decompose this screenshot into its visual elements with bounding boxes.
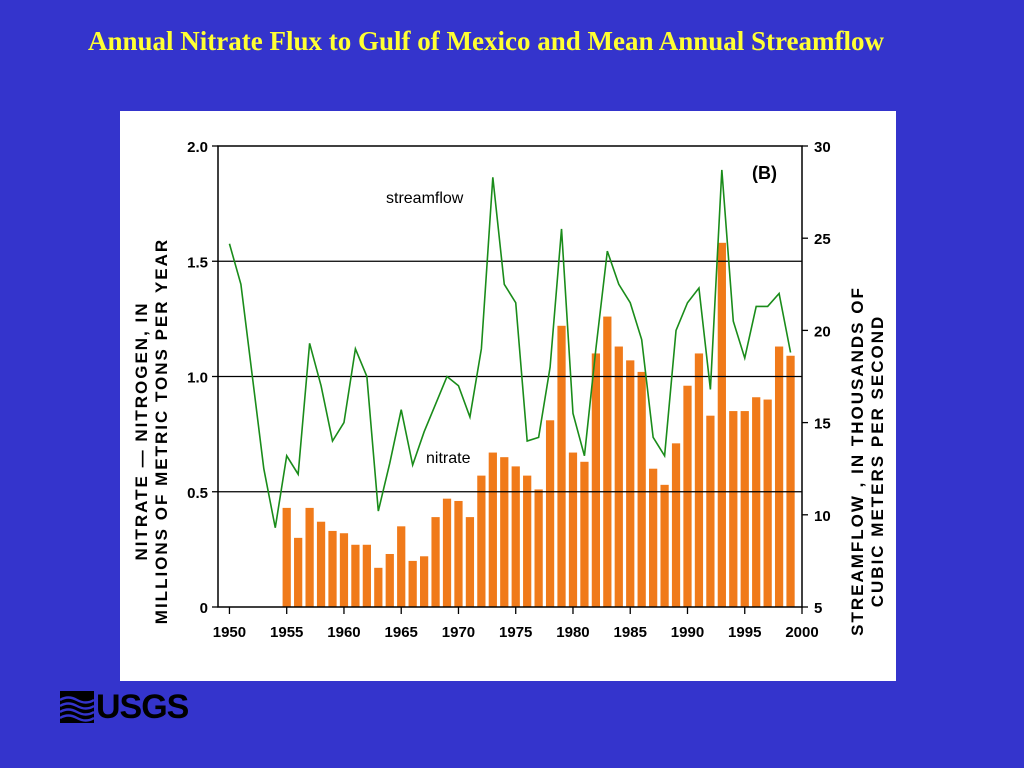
nitrate-bar [729, 411, 738, 607]
nitrate-bar [282, 507, 291, 607]
nitrate-bar [488, 452, 497, 607]
nitrate-bar [419, 556, 429, 607]
nitrate-bar [397, 526, 406, 607]
right-tick-label: 25 [814, 231, 831, 248]
x-tick-label: 1995 [728, 624, 761, 641]
usgs-logo-text: USGS [96, 687, 189, 726]
nitrate-bar [740, 411, 749, 607]
right-axis-title-line1: STREAMFLOW , IN THOUSANDS OF [848, 286, 867, 636]
nitrate-bar [568, 452, 578, 607]
nitrate-bar [763, 399, 772, 607]
chart-panel: 1950 1955 1960 1965 1970 1975 1980 1985 1990 1995… [120, 111, 896, 681]
right-tick-label: 10 [814, 508, 831, 525]
left-tick-label: 1.5 [187, 254, 208, 271]
left-tick-label: 2.0 [187, 139, 208, 156]
nitrate-bar [637, 371, 646, 607]
nitrate-bar [752, 397, 761, 607]
nitrate-bar [660, 484, 669, 607]
nitrate-bar [454, 500, 463, 607]
nitrate-bar [591, 353, 601, 607]
x-tick-label: 1985 [614, 624, 647, 641]
gridlines [218, 260, 802, 493]
x-tick-label: 1975 [499, 624, 532, 641]
panel-label: (B) [752, 163, 777, 183]
nitrate-bar [717, 242, 726, 607]
chart-svg: 1950 1955 1960 1965 1970 1975 1980 1985 1990 1995… [132, 139, 887, 641]
right-tick-label: 5 [814, 600, 822, 617]
x-tick-label: 1980 [556, 624, 589, 641]
nitrate-bar [465, 517, 475, 607]
usgs-logo: USGS [60, 687, 189, 726]
nitrate-bar [362, 544, 371, 607]
nitrate-bar [305, 507, 314, 607]
nitrate-bar [774, 346, 784, 607]
nitrate-bar [442, 498, 452, 607]
x-tick-label: 1955 [270, 624, 303, 641]
left-axis-title-line1: NITRATE — NITROGEN, IN [132, 301, 151, 560]
left-tick-label: 0.5 [187, 485, 208, 502]
usgs-wave-icon [60, 691, 94, 723]
nitrate-bar [408, 560, 417, 607]
nitrate-bar [477, 475, 486, 607]
right-axis-ticks: 5 10 15 20 25 30 [802, 139, 831, 617]
right-axis-title-line2: CUBIC METERS PER SECOND [868, 315, 887, 608]
nitrate-bar [683, 385, 692, 607]
right-tick-label: 15 [814, 416, 831, 433]
nitrate-bar [534, 489, 543, 607]
nitrate-bar [694, 353, 704, 607]
nitrate-bar [649, 468, 658, 607]
x-tick-label: 1960 [327, 624, 360, 641]
x-tick-label: 1990 [671, 624, 704, 641]
nitrate-bar [316, 521, 326, 607]
nitrate-bar [580, 461, 589, 607]
nitrate-bars [282, 242, 795, 607]
right-tick-label: 20 [814, 323, 831, 340]
nitrate-bar [706, 415, 715, 607]
nitrate-bar [545, 420, 555, 607]
x-tick-label: 1970 [442, 624, 475, 641]
nitrate-bar [671, 443, 681, 607]
nitrate-bar [339, 533, 349, 607]
nitrate-bar [374, 567, 383, 607]
right-tick-label: 30 [814, 139, 831, 156]
left-tick-label: 1.0 [187, 370, 208, 387]
left-axis-ticks: 0 0.5 1.0 1.5 2.0 [187, 139, 218, 617]
nitrate-bar [500, 457, 509, 607]
nitrate-bar [351, 544, 360, 607]
left-axis-title-line2: MILLIONS OF METRIC TONS PER YEAR [152, 238, 171, 624]
slide-title: Annual Nitrate Flux to Gulf of Mexico an… [88, 26, 884, 56]
nitrate-bar [294, 537, 303, 607]
nitrate-bar [431, 517, 440, 607]
streamflow-line [228, 169, 792, 528]
nitrate-bar [786, 355, 795, 607]
x-tick-label: 2000 [785, 624, 818, 641]
nitrate-bar [328, 530, 337, 607]
left-tick-label: 0 [200, 600, 208, 617]
nitrate-bar [626, 360, 635, 607]
nitrate-bar [511, 466, 520, 607]
nitrate-bar [603, 316, 612, 607]
streamflow-annotation: streamflow [386, 190, 464, 207]
nitrate-bar [523, 475, 532, 607]
nitrate-bar [614, 346, 623, 607]
x-tick-label: 1965 [385, 624, 418, 641]
nitrate-annotation: nitrate [426, 450, 471, 467]
nitrate-bar [385, 553, 394, 607]
nitrate-bar [557, 325, 566, 607]
x-axis-ticks: 1950 1955 1960 1965 1970 1975 1980 1985 1990 1995… [213, 607, 819, 641]
x-tick-label: 1950 [213, 624, 246, 641]
